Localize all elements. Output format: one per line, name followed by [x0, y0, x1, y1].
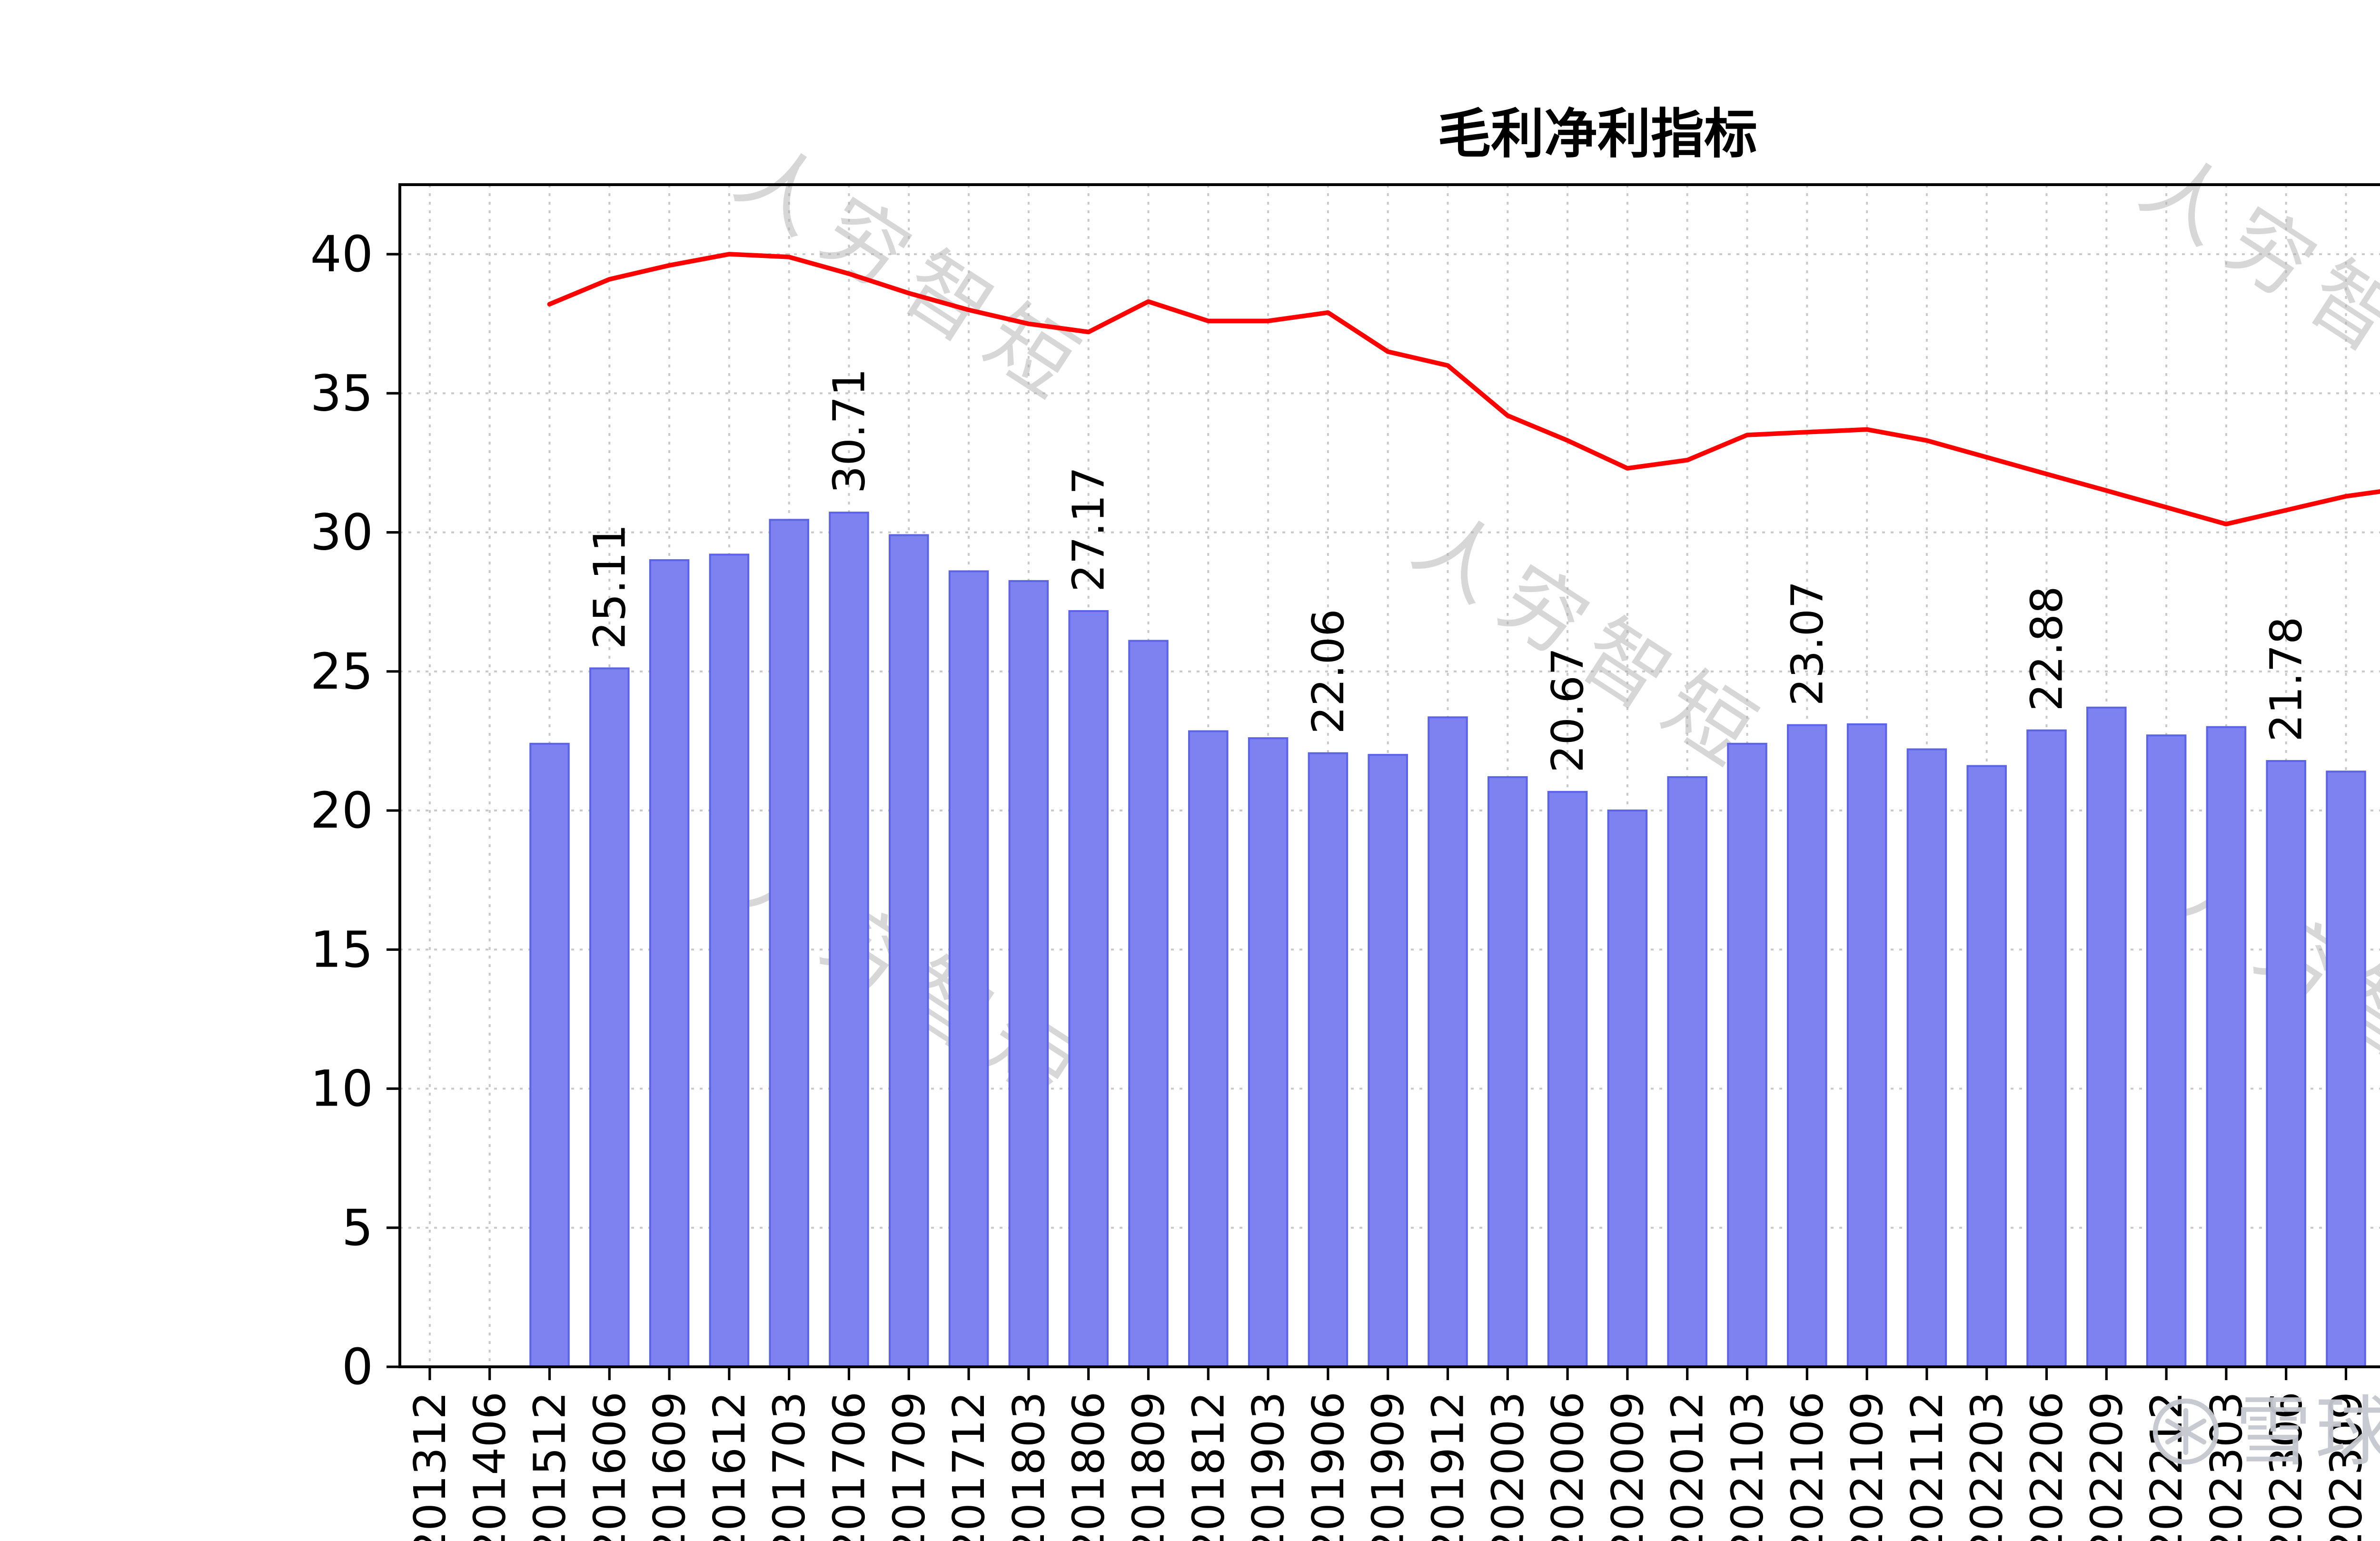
- annotation-202006: 20.67: [1542, 648, 1593, 773]
- bar-202109: [1846, 723, 1887, 1368]
- bar-202112: [1906, 748, 1947, 1368]
- brand-name: 雪球: [2235, 1387, 2380, 1476]
- bar-202103: [1727, 742, 1767, 1368]
- xtick-label-202309: 202309: [2321, 1392, 2372, 1541]
- xtick-label-202203: 202203: [1962, 1392, 2013, 1541]
- xtick-label-201609: 201609: [644, 1392, 695, 1541]
- bar-201906: [1308, 752, 1349, 1368]
- xtick-label-202206: 202206: [2022, 1392, 2073, 1541]
- snowball-logo-icon: [2152, 1398, 2219, 1465]
- bar-202009: [1607, 810, 1648, 1368]
- bar-201812: [1188, 730, 1229, 1368]
- bar-201909: [1368, 754, 1408, 1368]
- bar-202303: [2206, 726, 2247, 1368]
- bar-202012: [1667, 776, 1707, 1368]
- watermark-text: 人穷智短: [720, 126, 1105, 424]
- annotation-201606: 25.11: [584, 524, 635, 649]
- bar-202209: [2086, 706, 2127, 1368]
- xtick-label-201406: 201406: [465, 1392, 516, 1541]
- brand-watermark: 雪球 人穷智短: [2152, 1387, 2380, 1476]
- xtick-label-201512: 201512: [525, 1392, 575, 1541]
- ytick-label: 0: [342, 1338, 373, 1396]
- annotation-202106: 23.07: [1782, 581, 1833, 706]
- annotation-201906: 22.06: [1303, 609, 1354, 734]
- xtick-label-202306: 202306: [2261, 1392, 2312, 1541]
- bar-201912: [1428, 716, 1468, 1368]
- annotation-201806: 27.17: [1063, 467, 1114, 592]
- ytick-label: 30: [310, 504, 373, 562]
- bar-202003: [1488, 776, 1528, 1368]
- xtick-label-201709: 201709: [883, 1392, 934, 1541]
- bar-value-annotations: 25.11 30.71 27.17 22.06 20.67 23.07 22.88 21.78…: [584, 368, 2312, 773]
- bar-201806: [1068, 610, 1109, 1368]
- xtick-label-201909: 201909: [1363, 1392, 1414, 1541]
- bar-201803: [1008, 580, 1049, 1368]
- bar-201809: [1128, 640, 1169, 1368]
- bar-202203: [1966, 765, 2007, 1368]
- xtick-label-201612: 201612: [704, 1392, 755, 1541]
- xtick-label-201712: 201712: [943, 1392, 994, 1541]
- xtick-label-202103: 202103: [1722, 1392, 1773, 1541]
- tick-labels: 0 5 10 15 20 25 30 35 40 201312 201406 201512 201606…: [310, 225, 2372, 1541]
- net-margin-bars: [529, 512, 2366, 1368]
- bar-202306: [2266, 760, 2306, 1368]
- bar-201706: [829, 512, 869, 1368]
- xtick-label-201912: 201912: [1423, 1392, 1474, 1541]
- xtick-label-202006: 202006: [1542, 1392, 1593, 1541]
- annotation-201706: 30.71: [824, 368, 875, 494]
- bar-202309: [2326, 770, 2366, 1368]
- bar-201712: [948, 570, 989, 1368]
- bar-202212: [2146, 734, 2187, 1368]
- ytick-label: 5: [342, 1199, 373, 1257]
- ytick-label: 25: [310, 642, 373, 701]
- bar-201709: [889, 534, 929, 1368]
- xtick-label-201803: 201803: [1003, 1392, 1054, 1541]
- bar-202206: [2026, 729, 2067, 1368]
- chart-title: 毛利净利指标: [1438, 103, 1757, 165]
- xtick-label-201312: 201312: [405, 1392, 456, 1541]
- ytick-label: 15: [310, 920, 373, 978]
- xtick-label-201812: 201812: [1183, 1392, 1234, 1541]
- bar-201612: [709, 553, 750, 1368]
- xtick-label-201703: 201703: [764, 1392, 815, 1541]
- xtick-label-201806: 201806: [1063, 1392, 1114, 1541]
- xtick-label-201903: 201903: [1243, 1392, 1294, 1541]
- xtick-label-202106: 202106: [1782, 1392, 1833, 1541]
- bar-201606: [589, 667, 630, 1368]
- bar-201609: [649, 559, 690, 1368]
- gross-margin-path: [547, 252, 2380, 526]
- xtick-label-202109: 202109: [1842, 1392, 1893, 1541]
- bar-201903: [1248, 737, 1289, 1368]
- axes: [398, 183, 2380, 1368]
- plot-border: [398, 183, 2380, 1368]
- watermark-text: 人穷智短: [2125, 136, 2380, 433]
- bar-201703: [769, 519, 809, 1368]
- gross-margin-line: [547, 252, 2380, 526]
- ytick-label: 40: [310, 225, 373, 283]
- bar-202106: [1787, 724, 1827, 1368]
- xtick-label-201606: 201606: [584, 1392, 635, 1541]
- bar-202006: [1547, 790, 1588, 1368]
- xtick-label-201809: 201809: [1123, 1392, 1174, 1541]
- xtick-label-201706: 201706: [824, 1392, 875, 1541]
- ytick-label: 10: [310, 1060, 373, 1118]
- xtick-label-202209: 202209: [2081, 1392, 2132, 1541]
- xtick-label-202112: 202112: [1902, 1392, 1953, 1541]
- annotation-202306: 21.78: [2261, 617, 2312, 742]
- ytick-label: 35: [310, 364, 373, 422]
- xtick-label-202012: 202012: [1662, 1392, 1713, 1541]
- ytick-label: 20: [310, 781, 373, 840]
- bar-201512: [529, 742, 570, 1368]
- annotation-202206: 22.88: [2022, 586, 2073, 711]
- xtick-label-202003: 202003: [1482, 1392, 1533, 1541]
- xtick-label-201906: 201906: [1303, 1392, 1354, 1541]
- xtick-label-202009: 202009: [1602, 1392, 1653, 1541]
